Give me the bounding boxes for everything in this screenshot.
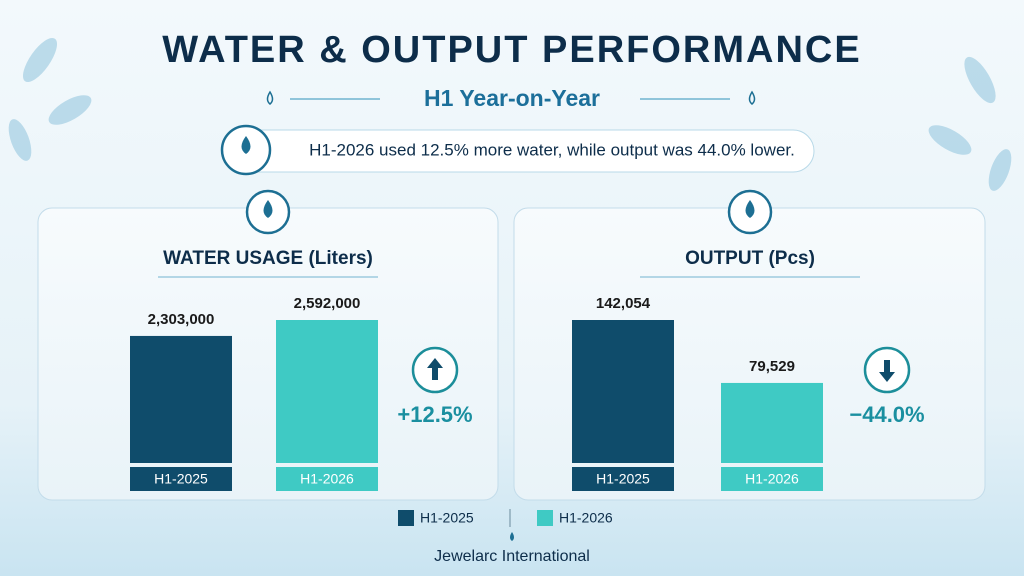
footer: Jewelarc International bbox=[434, 548, 590, 565]
summary-text: H1-2026 used 12.5% more water, while out… bbox=[309, 140, 795, 159]
change-arrow bbox=[427, 358, 443, 380]
change-label: +12.5% bbox=[397, 402, 472, 427]
x-tick-label: H1-2026 bbox=[300, 471, 354, 487]
bar bbox=[130, 335, 232, 463]
panel-icon-glyph bbox=[745, 200, 755, 218]
x-tick-label: H1-2025 bbox=[154, 471, 208, 487]
legend-label: H1-2025 bbox=[420, 510, 474, 526]
category-box bbox=[572, 467, 674, 491]
panel-title: OUTPUT (Pcs) bbox=[685, 248, 815, 269]
bar bbox=[721, 382, 823, 463]
legend-label: H1-2026 bbox=[559, 510, 613, 526]
subtitle: H1 Year-on-Year bbox=[424, 85, 600, 111]
x-tick-label: H1-2025 bbox=[596, 471, 650, 487]
charts: WATER USAGE (Liters) 2,303,000 H1-2025 2,59… bbox=[130, 189, 925, 491]
category-box bbox=[276, 467, 378, 491]
footer-icon bbox=[510, 532, 514, 541]
legend: H1-2025 H1-2026 bbox=[398, 509, 613, 527]
change-label: −44.0% bbox=[849, 402, 924, 427]
change-arrow bbox=[879, 360, 895, 382]
value-label: 142,054 bbox=[596, 295, 651, 312]
drop-icon bbox=[266, 90, 756, 105]
category-box bbox=[130, 467, 232, 491]
panel-icon-glyph bbox=[263, 200, 273, 218]
category-box bbox=[721, 467, 823, 491]
value-label: 2,592,000 bbox=[294, 295, 361, 312]
drop-icon bbox=[241, 136, 251, 154]
x-tick-label: H1-2026 bbox=[745, 471, 799, 487]
bar bbox=[572, 320, 674, 463]
leaf-decoration bbox=[8, 37, 1012, 191]
legend-swatch bbox=[398, 510, 414, 526]
panel-title: WATER USAGE (Liters) bbox=[163, 248, 373, 269]
value-label: 2,303,000 bbox=[148, 311, 215, 328]
value-label: 79,529 bbox=[749, 358, 795, 375]
title: WATER & OUTPUT PERFORMANCE bbox=[162, 29, 861, 71]
legend-swatch bbox=[537, 510, 553, 526]
bar bbox=[276, 320, 378, 463]
